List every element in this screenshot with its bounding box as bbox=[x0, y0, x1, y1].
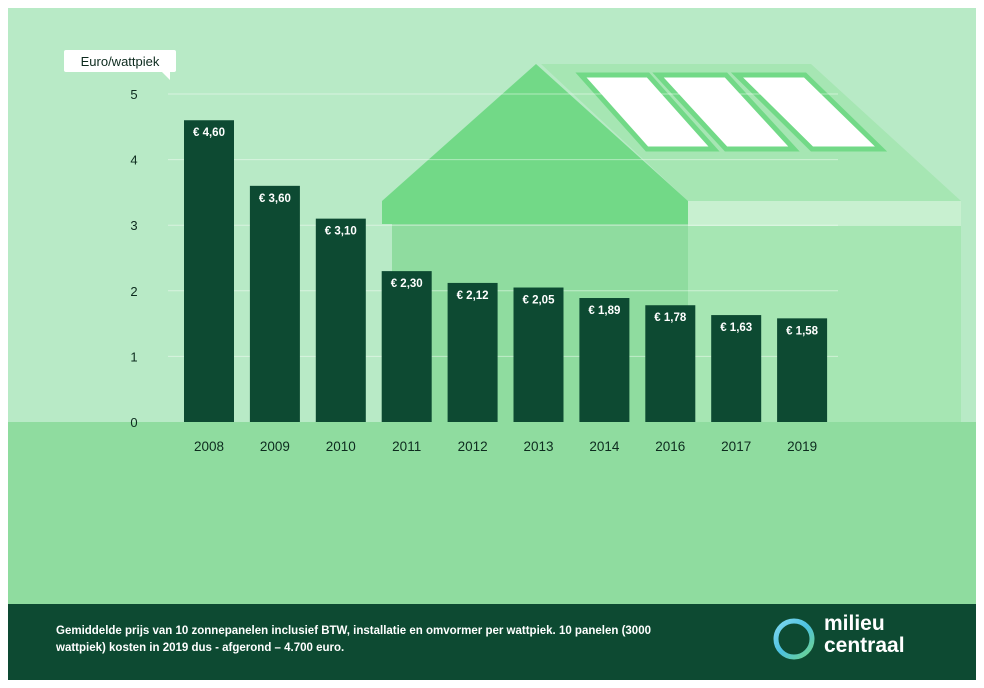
bar bbox=[645, 305, 696, 422]
house-gable bbox=[382, 64, 688, 224]
bar-value-label: € 1,58 bbox=[786, 325, 819, 337]
solar-panel bbox=[652, 72, 800, 152]
y-axis-label: Euro/wattpiek bbox=[81, 54, 160, 69]
logo-ring-icon bbox=[773, 618, 815, 660]
x-tick-label: 2014 bbox=[589, 439, 620, 454]
logo-wordmark: milieu centraal bbox=[824, 613, 905, 657]
x-tick-label: 2012 bbox=[458, 439, 488, 454]
bar-value-label: € 4,60 bbox=[193, 127, 225, 139]
x-tick-label: 2019 bbox=[787, 439, 817, 454]
x-tick-label: 2009 bbox=[260, 439, 290, 454]
ground bbox=[8, 422, 976, 604]
y-axis-title: Euro/wattpiek bbox=[64, 50, 176, 80]
bar bbox=[711, 315, 762, 422]
bar-value-label: € 1,63 bbox=[720, 322, 752, 334]
house-eave-right bbox=[688, 201, 961, 229]
bar bbox=[579, 298, 630, 422]
x-axis-ticks: 2008 2009 2010 2011 2012 2013 2014 2016 2017 2019 bbox=[194, 439, 817, 454]
milieu-centraal-logo: milieu centraal bbox=[772, 613, 952, 665]
bar-value-label: € 3,10 bbox=[325, 226, 357, 238]
y-axis-title-box bbox=[64, 50, 176, 72]
bar bbox=[381, 271, 432, 422]
x-tick-label: 2008 bbox=[194, 439, 224, 454]
y-tick-label: 1 bbox=[130, 349, 137, 364]
y-tick-label: 2 bbox=[130, 284, 137, 299]
footer-caption: Gemiddelde prijs van 10 zonnepanelen inc… bbox=[56, 625, 651, 654]
y-tick-label: 0 bbox=[130, 415, 137, 430]
solar-panels bbox=[575, 72, 888, 152]
bar bbox=[315, 218, 366, 422]
infographic: 0 1 2 3 4 5 € 4,60 € 3,60 € 3,10 € 2,30 € 2,12 € 2… bbox=[8, 8, 976, 680]
solar-panel bbox=[730, 72, 888, 152]
bar bbox=[184, 120, 234, 423]
footer-band bbox=[8, 604, 976, 680]
logo-line-2: centraal bbox=[824, 634, 905, 657]
bar-value-label: € 2,12 bbox=[457, 290, 489, 302]
logo-line-1: milieu bbox=[824, 612, 885, 635]
bar bbox=[249, 185, 300, 422]
x-tick-label: 2011 bbox=[392, 439, 421, 454]
bar-value-label: € 1,78 bbox=[654, 312, 687, 324]
x-tick-label: 2016 bbox=[655, 439, 685, 454]
bar-value-label: € 2,05 bbox=[523, 295, 556, 307]
bar-value-label: € 3,60 bbox=[259, 193, 291, 205]
x-tick-label: 2010 bbox=[326, 439, 356, 454]
bar bbox=[777, 318, 828, 422]
bar bbox=[447, 282, 498, 422]
y-tick-label: 3 bbox=[130, 218, 137, 233]
y-axis-ticks: 0 1 2 3 4 5 bbox=[130, 87, 137, 430]
price-bar-chart: 0 1 2 3 4 5 € 4,60 € 3,60 € 3,10 € 2,30 € 2,12 € 2… bbox=[8, 8, 976, 604]
bars: € 4,60 € 3,60 € 3,10 € 2,30 € 2,12 € 2,05 € 1,… bbox=[184, 120, 828, 423]
x-tick-label: 2017 bbox=[721, 439, 751, 454]
x-tick-label: 2013 bbox=[523, 439, 553, 454]
y-axis-title-pointer bbox=[162, 72, 170, 80]
y-tick-label: 4 bbox=[130, 153, 137, 168]
bar-value-label: € 2,30 bbox=[391, 278, 423, 290]
bar bbox=[513, 287, 564, 422]
solar-panel bbox=[575, 72, 720, 152]
y-tick-label: 5 bbox=[130, 87, 137, 102]
bar-value-label: € 1,89 bbox=[588, 305, 620, 317]
